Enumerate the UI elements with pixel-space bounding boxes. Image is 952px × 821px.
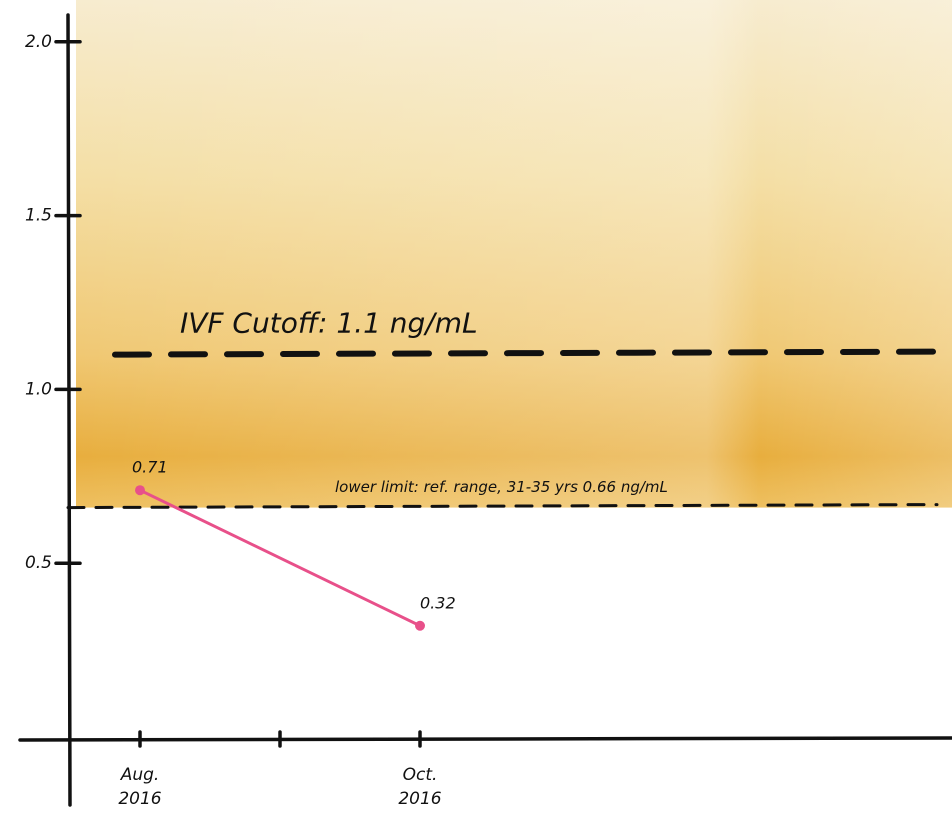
y-axis — [68, 15, 70, 805]
y-tick-label: 2.0 — [25, 32, 52, 52]
y-tick-label: 1.5 — [25, 206, 52, 226]
x-axis — [20, 738, 952, 740]
y-tick-label: 1.0 — [25, 379, 52, 399]
reference-label: lower limit: ref. range, 31-35 yrs 0.66 … — [335, 478, 668, 496]
chart: 0.5 1.0 1.5 2.0 IVF Cutoff: 1.1 ng/mL lower l… — [0, 0, 952, 821]
y-tick-label: 0.5 — [25, 553, 52, 573]
band-layer — [76, 0, 952, 508]
band-texture — [76, 0, 952, 508]
data-point — [415, 621, 425, 631]
x-tick-label: Oct.2016 — [398, 765, 441, 809]
data-point — [135, 485, 145, 495]
series-line — [140, 490, 420, 626]
reference-label: IVF Cutoff: 1.1 ng/mL — [180, 307, 478, 340]
x-tick-label: Aug.2016 — [118, 765, 161, 809]
data-label: 0.71 — [132, 458, 168, 477]
data-label: 0.32 — [420, 593, 456, 612]
reference-line — [115, 352, 937, 355]
